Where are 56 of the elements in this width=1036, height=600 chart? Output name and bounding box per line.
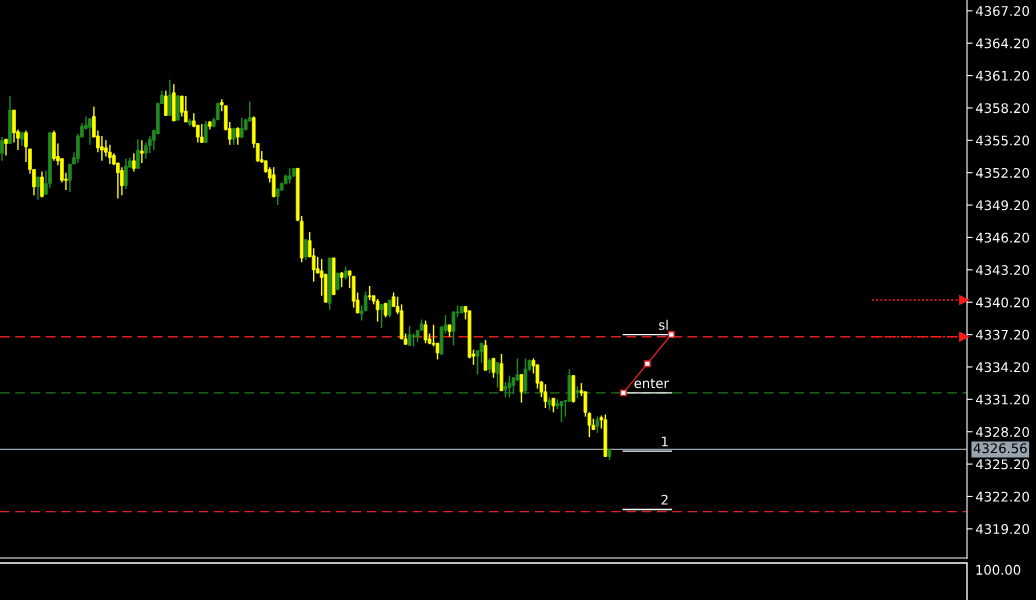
candlestick — [587, 411, 592, 438]
y-tick-label: 4340.20 — [975, 297, 1030, 308]
candlestick — [0, 136, 4, 162]
candlestick — [559, 400, 564, 423]
y-tick-label: 4322.20 — [975, 491, 1030, 502]
candlestick — [100, 135, 104, 162]
candlestick — [507, 374, 512, 398]
annotation: 2 — [661, 494, 668, 505]
candlestick — [407, 325, 412, 347]
candlestick — [519, 373, 524, 404]
candlestick — [176, 94, 180, 122]
y-tick-label: 4319.20 — [975, 524, 1030, 535]
y-tick-label: 4331.20 — [975, 394, 1030, 405]
candlestick — [36, 176, 40, 201]
ref-line-label: 4326.56 — [973, 443, 1027, 454]
y-tick-label: 4328.20 — [975, 426, 1030, 437]
candlestick — [363, 290, 368, 312]
y-tick-label: 4358.20 — [975, 103, 1030, 114]
y-tick-label: 4346.20 — [975, 232, 1030, 243]
candlestick — [124, 157, 128, 190]
candlestick — [523, 357, 528, 395]
candlestick — [108, 143, 112, 165]
annotation: enter — [634, 378, 669, 389]
candlestick — [543, 383, 548, 409]
candlestick — [495, 361, 500, 389]
candlestick — [168, 79, 172, 117]
candlestick — [203, 120, 208, 144]
candlestick — [120, 166, 124, 197]
candlestick — [40, 170, 44, 199]
candlestick — [375, 298, 380, 323]
annotation: sl — [659, 319, 668, 330]
y-tick-label: 4349.20 — [975, 200, 1030, 211]
candlestick — [140, 139, 144, 164]
candlestick — [303, 238, 308, 261]
y-tick-label: 4367.20 — [975, 6, 1030, 16]
y-tick-label: 4334.20 — [975, 362, 1030, 373]
candlestick — [164, 89, 168, 117]
y-tick-label: 4325.20 — [975, 459, 1030, 470]
text: 100.00 — [976, 564, 1021, 575]
candlestick — [132, 152, 136, 173]
y-tick-label: 4355.20 — [975, 135, 1030, 146]
candlestick — [479, 342, 484, 364]
candlestick — [379, 303, 384, 329]
y-tick-label: 4343.20 — [975, 265, 1030, 276]
candlestick — [515, 357, 520, 382]
candlestick — [491, 357, 496, 379]
y-tick-label: 4352.20 — [975, 167, 1030, 178]
annotation: 1 — [661, 436, 668, 447]
candlestick — [136, 138, 140, 170]
candlestick — [88, 118, 92, 146]
candlestick — [423, 319, 428, 344]
y-tick-label: 4361.20 — [975, 70, 1030, 81]
candlestick — [183, 95, 188, 123]
y-tick-label: 4337.20 — [975, 329, 1030, 340]
candlestick — [4, 138, 8, 157]
y-tick-label: 4364.20 — [975, 38, 1030, 49]
